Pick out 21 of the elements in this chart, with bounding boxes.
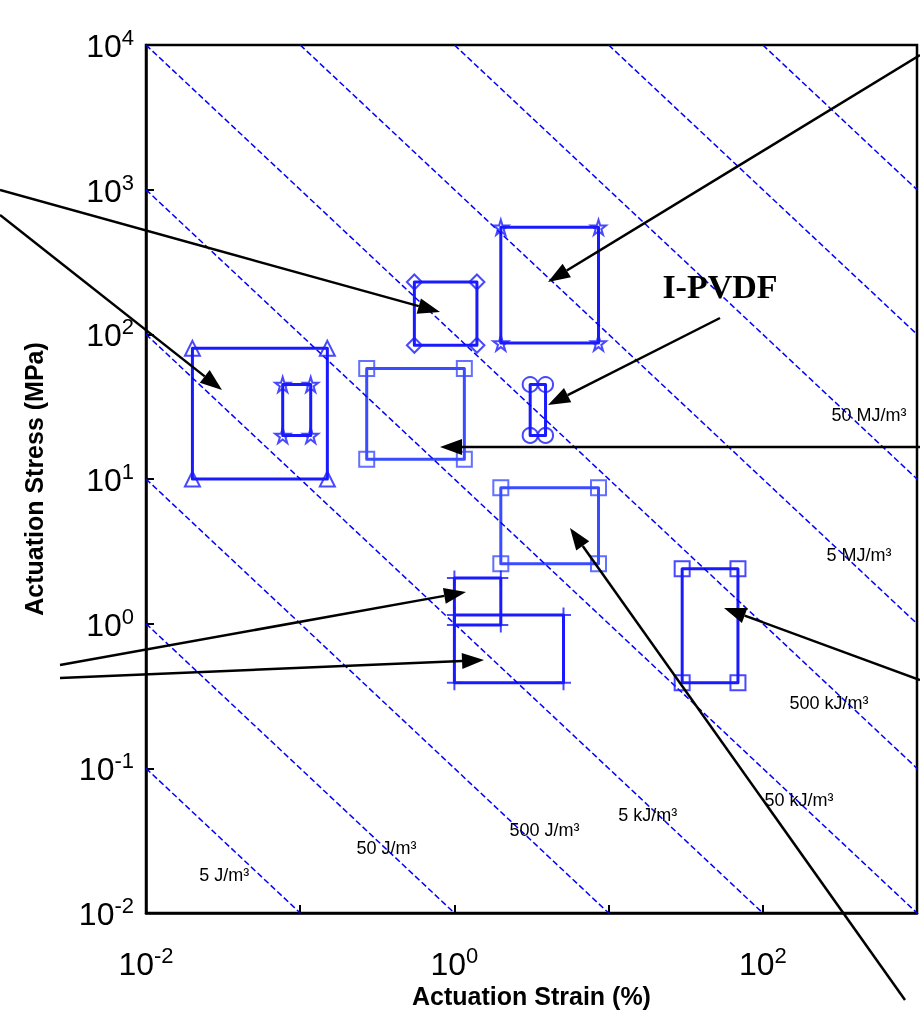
series-label: 50 J/m³ xyxy=(356,838,417,858)
series-label: 5 J/m³ xyxy=(199,865,250,885)
y-axis-title: Actuation Stress (MPa) xyxy=(19,342,48,616)
x-tick-label: 10$^{0}$ xyxy=(430,942,479,982)
y-tick-label: 10$^{-1}$ xyxy=(78,747,134,788)
y-tick-label: 10$^{-2}$ xyxy=(78,892,134,932)
series-label: 5 MJ/m³ xyxy=(826,544,892,565)
y-tick-label: 10$^{1}$ xyxy=(86,458,134,498)
x-tick-label: 10$^{-2}$ xyxy=(118,942,174,982)
series-label: 500 J/m³ xyxy=(509,820,580,840)
series-label: 50 MJ/m³ xyxy=(831,405,907,425)
series-label: 50 kJ/m³ xyxy=(764,790,834,810)
y-tick-label: 10$^{3}$ xyxy=(86,169,134,209)
x-axis-title: Actuation Strain (%) xyxy=(412,981,651,1010)
y-tick-label: 10$^{2}$ xyxy=(86,313,134,354)
annotation: I-PVDF xyxy=(662,267,778,305)
y-tick-label: 10$^{4}$ xyxy=(86,24,134,64)
x-tick-label: 10$^{2}$ xyxy=(738,942,787,982)
series-label: 500 kJ/m³ xyxy=(789,693,869,714)
y-tick-label: 10$^{0}$ xyxy=(86,603,134,643)
series-label: 5 kJ/m³ xyxy=(618,805,678,825)
